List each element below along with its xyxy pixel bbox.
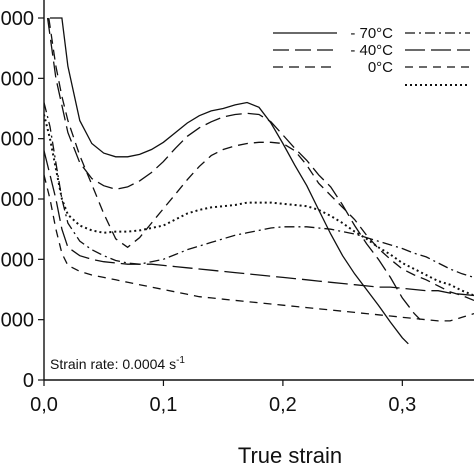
axes-layer bbox=[43, 0, 474, 381]
y-tick-label: 000 bbox=[1, 8, 34, 30]
legend-label-3: 0°C bbox=[368, 59, 393, 76]
strain-rate-text: Strain rate: 0.0004 s bbox=[50, 356, 176, 372]
series-line-4 bbox=[44, 114, 474, 297]
series-line-6 bbox=[44, 150, 474, 297]
y-tick-label: 000 bbox=[1, 249, 34, 271]
x-axis-title: True strain bbox=[238, 443, 342, 468]
strain-rate-unit-exponent: -1 bbox=[176, 355, 185, 366]
x-tick-label: 0,3 bbox=[388, 394, 416, 416]
series-line-1 bbox=[50, 17, 409, 345]
x-tick-label: 0,1 bbox=[150, 394, 178, 416]
legend: - 70°C- 40°C0°C bbox=[273, 25, 470, 86]
series-line-7 bbox=[44, 174, 474, 322]
y-tick-label: 000 bbox=[1, 310, 34, 332]
x-tick-label: 0,2 bbox=[269, 394, 297, 416]
y-tick-label: 000 bbox=[1, 68, 34, 90]
legend-label-2: - 40°C bbox=[350, 42, 393, 59]
y-tick-label: 000 bbox=[1, 129, 34, 151]
strain-rate-annotation: Strain rate: 0.0004 s-1 bbox=[50, 355, 185, 372]
series-line-5 bbox=[44, 102, 474, 279]
series-line-3 bbox=[48, 17, 474, 302]
legend-label-1: - 70°C bbox=[350, 25, 393, 42]
y-tick-label: 000 bbox=[1, 189, 34, 211]
series-line-2 bbox=[46, 17, 421, 321]
x-tick-label: 0,0 bbox=[30, 394, 58, 416]
y-tick-label: 0 bbox=[23, 370, 34, 392]
series-layer bbox=[44, 17, 474, 345]
